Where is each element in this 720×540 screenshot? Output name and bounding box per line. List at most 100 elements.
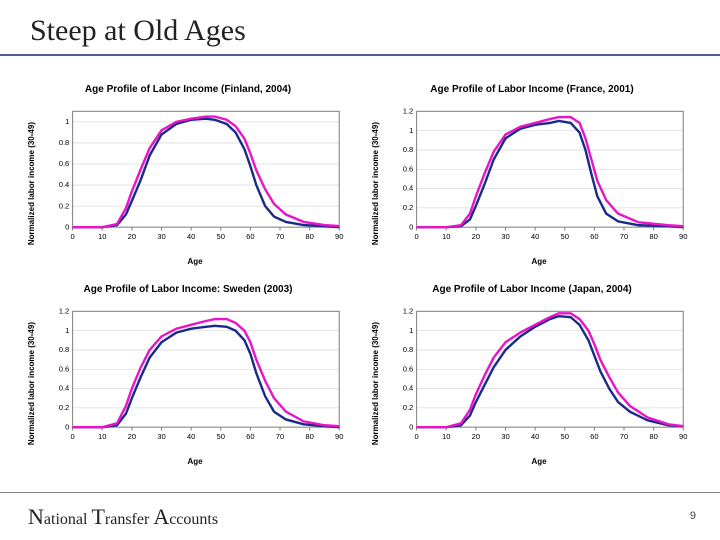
svg-text:0.2: 0.2	[59, 403, 70, 412]
svg-text:0.8: 0.8	[59, 345, 70, 354]
svg-text:70: 70	[276, 432, 284, 441]
series-line-0	[417, 316, 684, 427]
svg-text:1.2: 1.2	[403, 107, 414, 116]
svg-text:80: 80	[649, 232, 657, 241]
svg-text:1: 1	[65, 326, 69, 335]
svg-text:40: 40	[187, 232, 195, 241]
chart-panel-0: Age Profile of Labor Income (Finland, 20…	[28, 84, 348, 266]
svg-text:10: 10	[98, 432, 106, 441]
chart-body: Normalized labor income (30-49) 0 0.2 0.4 0.…	[372, 301, 692, 466]
y-axis-label: Normalized labor income (30-49)	[28, 122, 42, 245]
chart-plot: 00.20.40.60.810102030405060708090	[42, 101, 348, 255]
x-axis-label: Age	[386, 457, 692, 466]
svg-text:60: 60	[246, 432, 254, 441]
svg-text:0.8: 0.8	[403, 145, 414, 154]
footer: National Transfer Accounts 9	[0, 492, 720, 540]
svg-text:0.4: 0.4	[403, 184, 414, 193]
x-axis-label: Age	[386, 257, 692, 266]
svg-text:0: 0	[65, 222, 69, 231]
x-axis-label: Age	[42, 257, 348, 266]
svg-text:70: 70	[276, 232, 284, 241]
chart-plot: 0 0.2 0.4 0.6 0.8 1 1.2 0 10 20 30 40 50 60 70 80 90	[386, 301, 692, 455]
svg-text:0: 0	[414, 432, 418, 441]
svg-text:80: 80	[305, 232, 313, 241]
svg-text:0.2: 0.2	[59, 201, 70, 210]
chart-body: Normalized labor income (30-49) 0 0.2 0.4 0.…	[372, 101, 692, 266]
svg-text:0.4: 0.4	[59, 180, 70, 189]
svg-text:20: 20	[128, 432, 136, 441]
y-axis-label: Normalized labor income (30-49)	[372, 322, 386, 445]
y-axis-label: Normalized labor income (30-49)	[372, 122, 386, 245]
svg-text:0.4: 0.4	[403, 384, 414, 393]
chart-panel-3: Age Profile of Labor Income (Japan, 2004…	[372, 284, 692, 466]
svg-text:1: 1	[65, 117, 69, 126]
svg-text:0.6: 0.6	[403, 164, 414, 173]
series-line-1	[73, 117, 340, 228]
svg-text:50: 50	[561, 232, 569, 241]
svg-text:20: 20	[472, 232, 480, 241]
svg-text:20: 20	[128, 232, 136, 241]
svg-text:20: 20	[472, 432, 480, 441]
svg-text:0: 0	[65, 422, 69, 431]
svg-text:60: 60	[246, 232, 254, 241]
svg-text:1.2: 1.2	[59, 307, 70, 316]
svg-text:0.6: 0.6	[59, 364, 70, 373]
x-axis-label: Age	[42, 457, 348, 466]
slide: Steep at Old Ages Age Profile of Labor I…	[0, 0, 720, 540]
svg-text:90: 90	[679, 432, 687, 441]
svg-text:0: 0	[409, 222, 413, 231]
svg-text:0.6: 0.6	[403, 364, 414, 373]
footer-text: National Transfer Accounts	[28, 504, 218, 530]
svg-text:0: 0	[70, 232, 74, 241]
svg-text:0.8: 0.8	[403, 345, 414, 354]
svg-text:40: 40	[531, 232, 539, 241]
series-line-0	[417, 121, 684, 227]
svg-text:50: 50	[561, 432, 569, 441]
svg-text:90: 90	[335, 232, 343, 241]
svg-text:30: 30	[501, 432, 509, 441]
chart-plot: 00.20.40.60.811.20102030405060708090	[386, 101, 692, 255]
chart-panel-1: Age Profile of Labor Income (France, 200…	[372, 84, 692, 266]
svg-text:0: 0	[409, 422, 413, 431]
svg-text:30: 30	[157, 232, 165, 241]
svg-text:50: 50	[217, 232, 225, 241]
chart-panel-2: Age Profile of Labor Income: Sweden (200…	[28, 284, 348, 466]
svg-text:0.2: 0.2	[403, 203, 414, 212]
svg-text:0.2: 0.2	[403, 403, 414, 412]
series-line-1	[73, 319, 340, 427]
svg-text:1: 1	[409, 326, 413, 335]
charts-grid: Age Profile of Labor Income (Finland, 20…	[0, 56, 720, 476]
svg-text:0: 0	[414, 232, 418, 241]
svg-text:40: 40	[187, 432, 195, 441]
svg-text:40: 40	[531, 432, 539, 441]
svg-text:0.8: 0.8	[59, 138, 70, 147]
svg-text:30: 30	[157, 432, 165, 441]
svg-text:1.2: 1.2	[403, 307, 414, 316]
chart-body: Normalized labor income (30-49) 0 0.2 0.4 0.…	[28, 301, 348, 466]
svg-text:60: 60	[590, 432, 598, 441]
y-axis-label: Normalized labor income (30-49)	[28, 322, 42, 445]
svg-text:30: 30	[501, 232, 509, 241]
svg-text:1: 1	[409, 126, 413, 135]
svg-text:10: 10	[442, 432, 450, 441]
chart-title: Age Profile of Labor Income (Finland, 20…	[85, 84, 291, 95]
svg-text:90: 90	[335, 432, 343, 441]
svg-text:0.4: 0.4	[59, 384, 70, 393]
svg-text:70: 70	[620, 232, 628, 241]
svg-text:10: 10	[98, 232, 106, 241]
chart-plot: 00.20.40.60.811.20102030405060708090	[42, 301, 348, 455]
svg-text:80: 80	[305, 432, 313, 441]
chart-body: Normalized labor income (30-49) 0 0.2 0.4 0.…	[28, 101, 348, 266]
svg-text:0: 0	[70, 432, 74, 441]
series-line-0	[73, 119, 340, 227]
slide-title: Steep at Old Ages	[30, 14, 702, 48]
svg-text:80: 80	[649, 432, 657, 441]
svg-text:70: 70	[620, 432, 628, 441]
svg-text:0.6: 0.6	[59, 159, 70, 168]
svg-text:90: 90	[679, 232, 687, 241]
chart-title: Age Profile of Labor Income (Japan, 2004…	[432, 284, 632, 295]
series-line-1	[417, 117, 684, 227]
chart-title: Age Profile of Labor Income: Sweden (200…	[84, 284, 293, 295]
page-number: 9	[690, 510, 696, 522]
title-bar: Steep at Old Ages	[0, 0, 720, 56]
